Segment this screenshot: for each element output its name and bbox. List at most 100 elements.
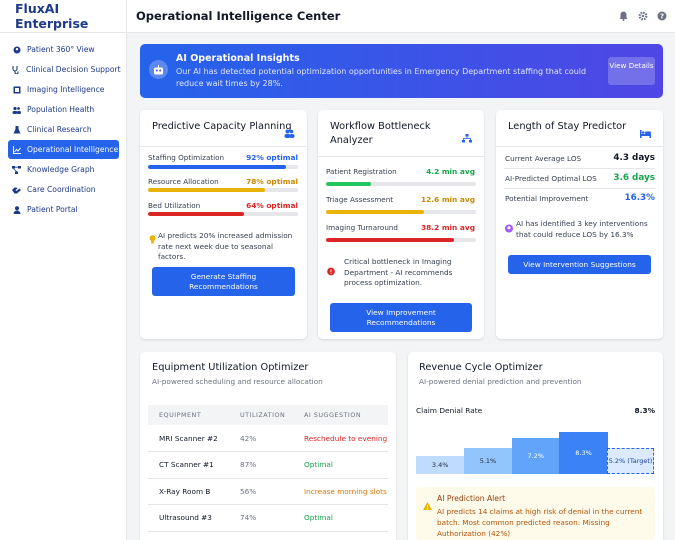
- equipment-utilization: 56%: [240, 478, 304, 505]
- gear-icon[interactable]: [637, 10, 648, 21]
- card-title: Length of Stay Predictor: [508, 121, 627, 132]
- equipment-utilization: 87%: [240, 451, 304, 479]
- sidebar-item-clinical-decision-support[interactable]: Clinical Decision Support: [8, 60, 121, 79]
- denial-bar: 3.4%: [416, 456, 465, 474]
- metric-label: Imaging Turnaround: [326, 223, 398, 232]
- alert-title: AI Prediction Alert: [437, 494, 506, 503]
- table-header-row: EQUIPMENT UTILIZATION AI SUGGESTION: [148, 405, 388, 425]
- column-header: AI SUGGESTION: [304, 405, 388, 425]
- stethoscope-icon: [12, 65, 20, 74]
- user-circle-icon: [12, 45, 21, 54]
- metric-value: 92% optimal: [246, 153, 298, 162]
- sidebar-item-label: Imaging Intelligence: [27, 85, 105, 94]
- equipment-table: EQUIPMENT UTILIZATION AI SUGGESTION MRI …: [148, 405, 388, 532]
- table-row[interactable]: MRI Scanner #2 42% Reschedule to evening: [148, 425, 388, 452]
- ai-suggestion: Optimal: [304, 504, 388, 532]
- los-label: AI-Predicted Optimal LOS: [505, 174, 597, 183]
- sidebar-item-operational-intelligence[interactable]: Operational Intelligence: [8, 140, 119, 159]
- sidebar-item-clinical-research[interactable]: Clinical Research: [8, 120, 119, 139]
- equipment-name: MRI Scanner #2: [148, 425, 240, 452]
- metric-value: 4.2 min avg: [426, 167, 475, 176]
- ai-suggestion: Reschedule to evening: [304, 425, 388, 452]
- sidebar-item-label: Patient 360° View: [27, 45, 95, 54]
- progress-track: [326, 238, 476, 242]
- alert-circle-icon: [327, 267, 335, 275]
- banner-text: Our AI has detected potential optimizati…: [176, 67, 587, 88]
- progress-fill: [148, 212, 244, 216]
- metric-value: 64% optimal: [246, 201, 298, 210]
- metric-label: Triage Assessment: [326, 195, 394, 204]
- card-divider: [140, 146, 307, 147]
- generate-staffing-button[interactable]: Generate Staffing Recommendations: [152, 267, 295, 296]
- topbar-actions: ?: [618, 10, 667, 21]
- card-title: Revenue Cycle Optimizer: [419, 362, 543, 373]
- table-row[interactable]: Ultrasound #3 74% Optimal: [148, 504, 388, 532]
- help-icon[interactable]: ?: [656, 10, 667, 21]
- progress-fill: [326, 210, 424, 214]
- bell-icon[interactable]: [618, 10, 629, 21]
- banner-title: AI Operational Insights: [176, 53, 300, 64]
- progress-track: [148, 188, 298, 192]
- card-subtitle: AI-powered denial prediction and prevent…: [419, 377, 582, 386]
- hands-helping-icon: [12, 185, 21, 194]
- sidebar: FluxAI Enterprise Patient 360° View Clin…: [0, 0, 127, 540]
- view-improvement-button[interactable]: View Improvement Recommendations: [330, 303, 472, 332]
- ai-suggestion: Optimal: [304, 451, 388, 479]
- sidebar-item-population-health[interactable]: Population Health: [8, 100, 119, 119]
- table-row[interactable]: CT Scanner #1 87% Optimal: [148, 451, 388, 479]
- sidebar-item-label: Operational Intelligence: [27, 145, 119, 154]
- table-row[interactable]: X-Ray Room B 56% Increase morning slots: [148, 478, 388, 505]
- metric-label: Patient Registration: [326, 167, 397, 176]
- metric-label: Staffing Optimization: [148, 153, 225, 162]
- progress-fill: [326, 238, 454, 242]
- card-title: Predictive Capacity Planning: [152, 121, 292, 132]
- view-intervention-button[interactable]: View Intervention Suggestions: [508, 255, 651, 274]
- x-ray-icon: [12, 85, 21, 94]
- sidebar-item-care-coordination[interactable]: Care Coordination: [8, 180, 119, 199]
- user-icon: [12, 205, 21, 214]
- progress-fill: [326, 182, 371, 186]
- metric-value: 12.6 min avg: [421, 195, 475, 204]
- top-bar: Operational Intelligence Center ?: [127, 0, 675, 33]
- card-divider: [496, 146, 663, 147]
- card-divider: [318, 156, 484, 157]
- denial-rate-chart: 3.4% 5.1% 7.2% 8.3% 5.2% (Target): [416, 416, 655, 474]
- progress-track: [326, 210, 476, 214]
- card-subtitle: AI-powered scheduling and resource alloc…: [152, 377, 323, 386]
- los-value: 3.6 days: [613, 173, 655, 183]
- bar-label: 7.2%: [527, 452, 544, 460]
- los-label: Current Average LOS: [505, 154, 582, 163]
- sidebar-item-label: Knowledge Graph: [27, 165, 95, 174]
- brand-logo[interactable]: FluxAI Enterprise: [0, 0, 126, 33]
- lightbulb-icon: [148, 234, 156, 243]
- sidebar-item-label: Care Coordination: [27, 185, 96, 194]
- view-details-button[interactable]: View Details: [608, 57, 655, 85]
- sidebar-item-label: Patient Portal: [27, 205, 78, 214]
- column-header: EQUIPMENT: [148, 405, 240, 425]
- alert-text: AI predicts 14 claims at high risk of de…: [437, 507, 643, 538]
- los-value: 4.3 days: [613, 153, 655, 163]
- sidebar-item-imaging-intelligence[interactable]: Imaging Intelligence: [8, 80, 119, 99]
- chart-value: 8.3%: [634, 406, 656, 415]
- card-title: Equipment Utilization Optimizer: [152, 362, 309, 373]
- row-divider: [504, 168, 655, 169]
- users-cog-icon: [284, 123, 295, 142]
- progress-track: [326, 182, 476, 186]
- bottleneck-note: Critical bottleneck in Imaging Departmen…: [344, 257, 453, 287]
- los-note: AI has identified 3 key interventions th…: [516, 219, 648, 239]
- metric-label: Bed Utilization: [148, 201, 201, 210]
- denial-bar: 5.1%: [463, 448, 513, 474]
- metric-value: 38.2 min avg: [421, 223, 475, 232]
- sidebar-item-patient-360[interactable]: Patient 360° View: [8, 40, 119, 59]
- robot-icon: [149, 60, 168, 79]
- ai-prediction-alert: AI Prediction Alert AI predicts 14 claim…: [416, 487, 655, 540]
- los-predictor-card: Length of Stay Predictor Current Average…: [496, 110, 663, 339]
- ai-insights-banner: AI Operational Insights Our AI has detec…: [140, 44, 663, 98]
- sidebar-item-knowledge-graph[interactable]: Knowledge Graph: [8, 160, 119, 179]
- equipment-name: CT Scanner #1: [148, 451, 240, 479]
- bar-label: 5.2% (Target): [608, 457, 653, 465]
- sidebar-item-patient-portal[interactable]: Patient Portal: [8, 200, 119, 219]
- bar-label: 8.3%: [575, 449, 592, 457]
- target-bar: 5.2% (Target): [607, 448, 654, 474]
- sidebar-nav: Patient 360° View Clinical Decision Supp…: [0, 33, 126, 219]
